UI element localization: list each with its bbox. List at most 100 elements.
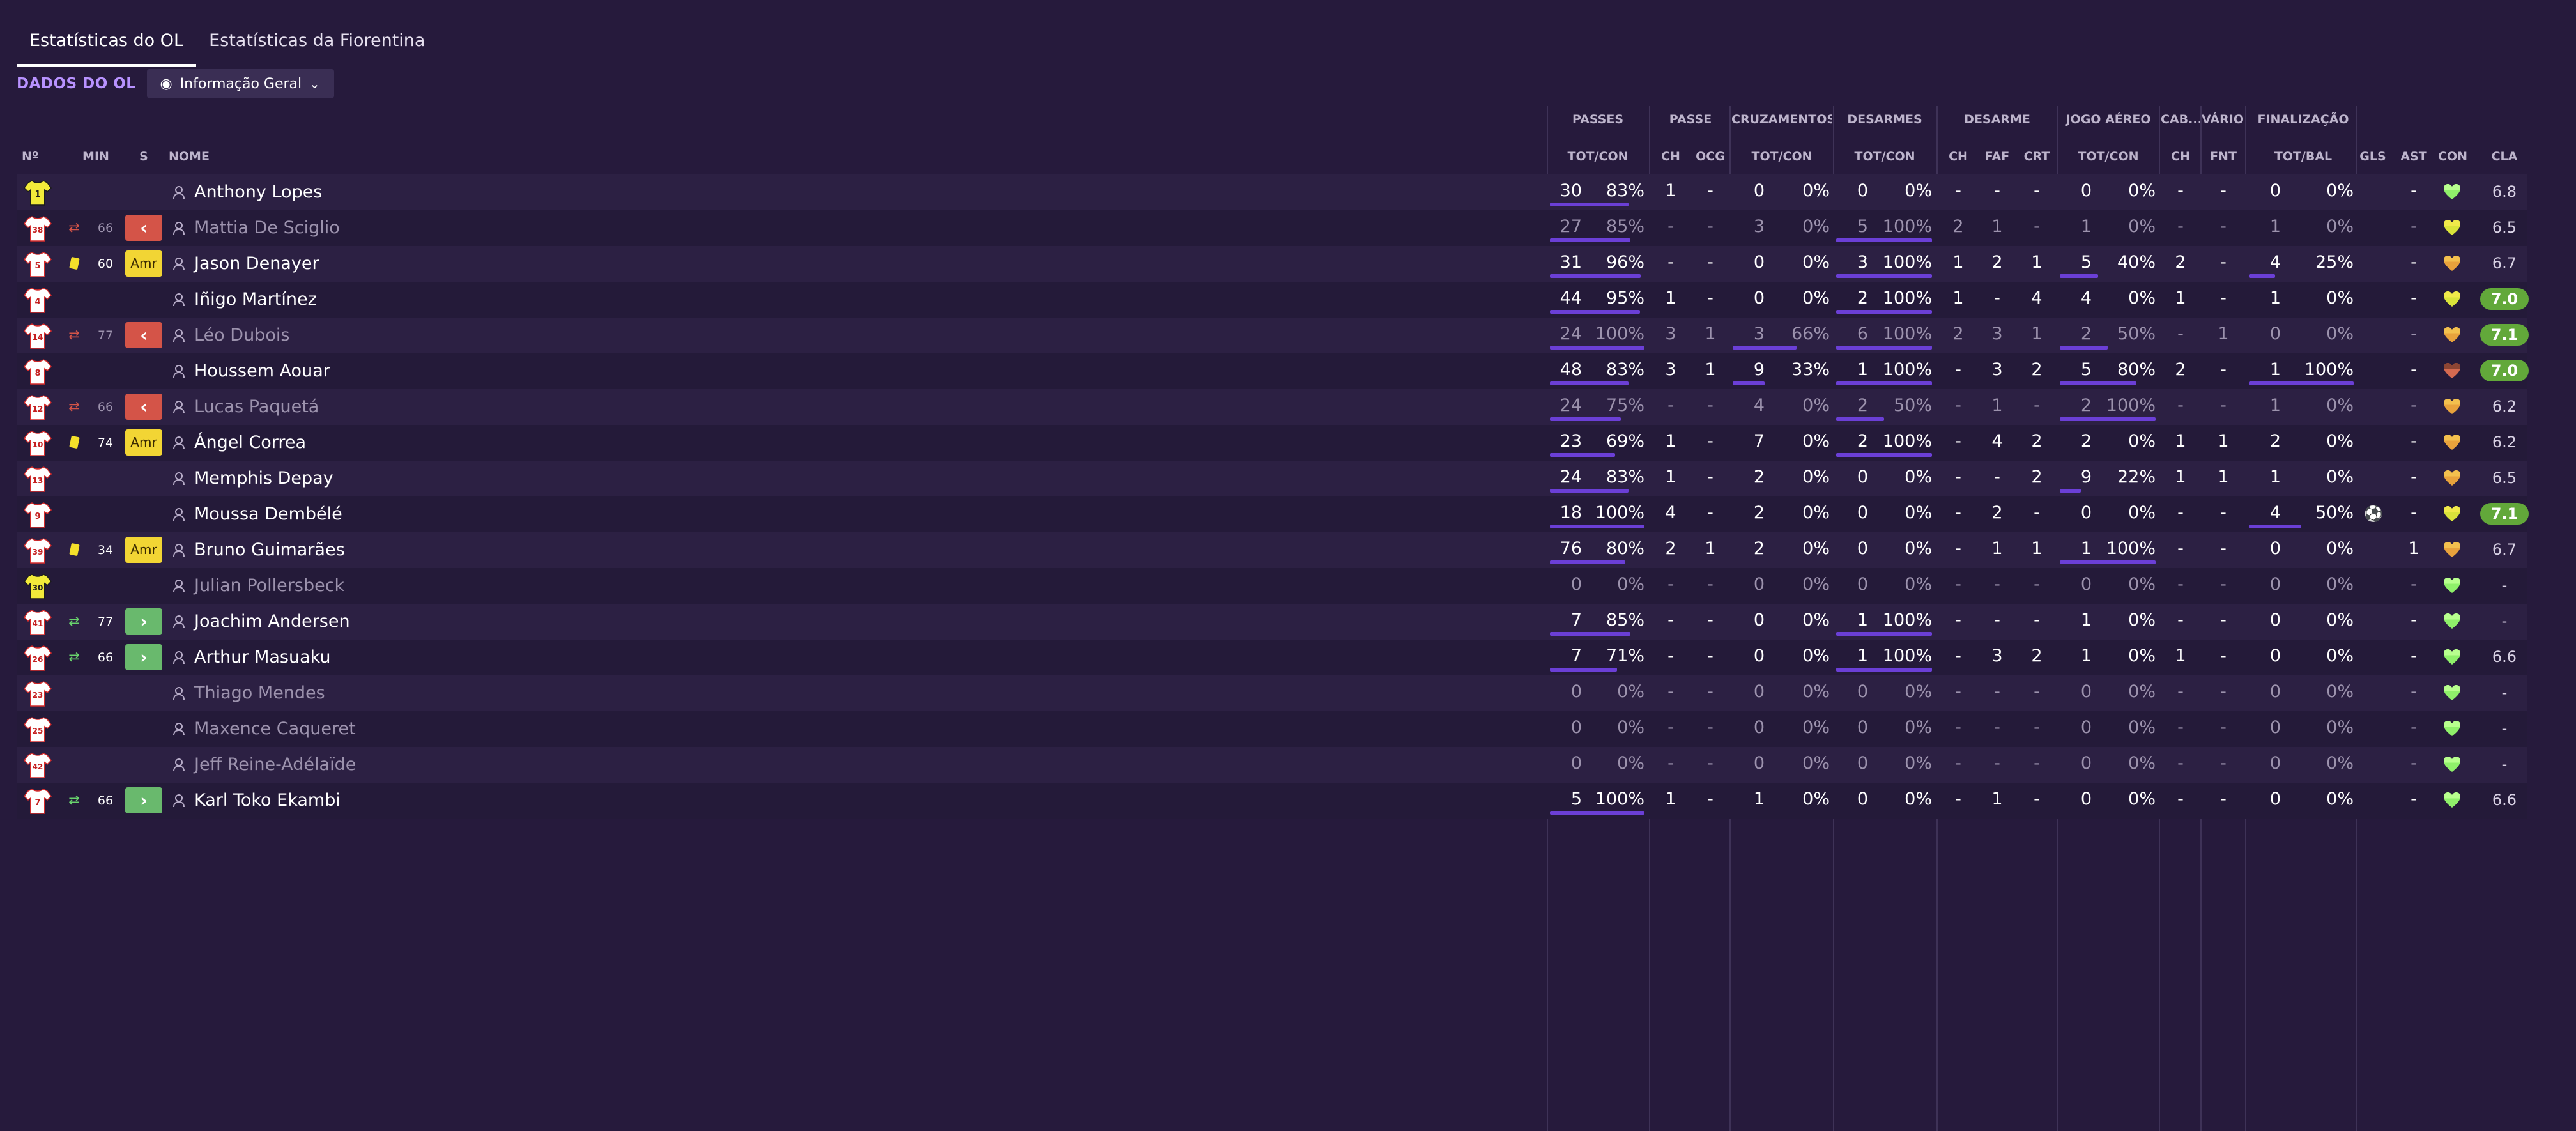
col-min[interactable]: MIN <box>82 150 109 164</box>
row-background <box>17 496 2527 532</box>
substituted-on-icon[interactable]: › <box>125 608 162 635</box>
table-row[interactable]: 8 Houssem Aouar 48 83% 9 33% 1 100% 5 80% 1 100% 3 1 -… <box>0 353 2576 389</box>
pass-ocg-value: - <box>1707 610 1713 630</box>
tackle-crt-value: - <box>2034 574 2040 594</box>
player-name[interactable]: Maxence Caqueret <box>194 719 356 739</box>
group-desarmes[interactable]: DESARMES <box>1847 112 1922 127</box>
player-name[interactable]: Memphis Depay <box>194 468 334 488</box>
table-row[interactable]: 30 Julian Pollersbeck 0 0% 0 0% 0 0% 0 0% 0 0% - - - - -… <box>0 568 2576 604</box>
crosses-percent: 0% <box>1802 467 1830 487</box>
group-cabeceamento[interactable]: CAB... <box>2161 112 2200 127</box>
tackle-faf-value: - <box>1994 288 2000 308</box>
passes-total: 31 <box>1560 252 1582 272</box>
player-name[interactable]: Lucas Paquetá <box>194 397 319 417</box>
tab-ol-stats[interactable]: Estatísticas do OL <box>17 18 197 67</box>
col-passe-ocg[interactable]: OCG <box>1696 150 1725 164</box>
view-dropdown[interactable]: ◉ Informação Geral ⌄ <box>147 69 334 98</box>
pass-ocg-value: 1 <box>1705 360 1716 380</box>
col-num[interactable]: Nº <box>22 150 39 164</box>
table-row[interactable]: 13 Memphis Depay 24 83% 2 0% 0 0% 9 22% 1 0% 1 - - - 2 1 1… <box>0 461 2576 496</box>
tackle-faf-value: 2 <box>1991 252 2003 272</box>
pass-ch-value: - <box>1667 646 1674 666</box>
group-desarme[interactable]: DESARME <box>1964 112 2030 127</box>
row-background <box>17 282 2527 318</box>
col-des-ch[interactable]: CH <box>1949 150 1968 164</box>
col-final-totbal[interactable]: TOT/BAL <box>2274 150 2333 164</box>
col-name[interactable]: NOME <box>169 150 210 164</box>
table-row[interactable]: 12 ⇄ 66 ‹ Lucas Paquetá 24 75% 4 0% 2 50% 2 100% 1 0% -… <box>0 389 2576 425</box>
table-row[interactable]: 26 ⇄ 66 › Arthur Masuaku 7 71% 0 0% 1 100% 1 0% 0 0% - -… <box>0 640 2576 675</box>
assists-value: - <box>2411 646 2417 666</box>
col-s[interactable]: S <box>139 150 148 164</box>
player-name[interactable]: Anthony Lopes <box>194 182 323 202</box>
group-passe[interactable]: PASSE <box>1669 112 1712 127</box>
passes-total: 0 <box>1570 682 1582 702</box>
group-finalizacao[interactable]: FINALIZAÇÃO <box>2257 112 2349 127</box>
player-name[interactable]: Thiago Mendes <box>194 683 325 703</box>
col-desarmes-totcon[interactable]: TOT/CON <box>1854 150 1915 164</box>
col-ast[interactable]: AST <box>2400 150 2427 164</box>
table-row[interactable]: 1 Anthony Lopes 30 83% 0 0% 0 0% 0 0% 0 0% 1 - - - - - - - 6… <box>0 174 2576 210</box>
player-name[interactable]: Mattia De Sciglio <box>194 218 340 238</box>
col-passes-totcon[interactable]: TOT/CON <box>1567 150 1629 164</box>
condition-heart-icon <box>2442 612 2462 631</box>
table-row[interactable]: 5 60 Amr Jason Denayer 31 96% 0 0% 3 100% 5 40% 4 25%… <box>0 246 2576 282</box>
header-ch-value: - <box>2177 396 2184 415</box>
tab-fiorentina-stats[interactable]: Estatísticas da Fiorentina <box>209 31 425 50</box>
col-aereo-totcon[interactable]: TOT/CON <box>2078 150 2139 164</box>
table-row[interactable]: 7 ⇄ 66 › Karl Toko Ekambi 5 100% 1 0% 0 0% 0 0% 0 0% 1 -… <box>0 783 2576 819</box>
table-row[interactable]: 14 ⇄ 77 ‹ Léo Dubois 24 100% 3 66% 6 100% 2 50% 0 0% 3 1… <box>0 318 2576 353</box>
tackle-crt-value: 4 <box>2031 288 2043 308</box>
substituted-on-icon[interactable]: › <box>125 644 162 670</box>
crosses-percent: 0% <box>1802 789 1830 809</box>
substituted-off-icon[interactable]: ‹ <box>125 322 162 348</box>
player-name[interactable]: Jason Denayer <box>194 254 319 273</box>
table-row[interactable]: 25 Maxence Caqueret 0 0% 0 0% 0 0% 0 0% 0 0% - - - - - - -… <box>0 711 2576 747</box>
group-passes[interactable]: PASSES <box>1572 112 1624 127</box>
rating-badge: - <box>2501 684 2508 702</box>
player-name[interactable]: Iñigo Martínez <box>194 289 317 309</box>
player-name[interactable]: Karl Toko Ekambi <box>194 790 341 810</box>
col-des-faf[interactable]: FAF <box>1984 150 2010 164</box>
col-con[interactable]: CON <box>2438 150 2467 164</box>
substituted-on-icon[interactable]: › <box>125 787 162 813</box>
header-ch-value: - <box>2177 324 2184 344</box>
player-name[interactable]: Ángel Correa <box>194 433 307 452</box>
player-name[interactable]: Joachim Andersen <box>194 612 350 631</box>
col-cla[interactable]: CLA <box>2491 150 2518 164</box>
table-row[interactable]: 42 Jeff Reine-Adélaïde 0 0% 0 0% 0 0% 0 0% 0 0% - - - -… <box>0 747 2576 783</box>
col-gls[interactable]: GLS <box>2359 150 2386 164</box>
player-name[interactable]: Houssem Aouar <box>194 361 330 381</box>
group-cruzamentos[interactable]: CRUZAMENTOS <box>1731 112 1832 127</box>
tackles-progress-bar <box>1836 274 1932 278</box>
group-jogo-aereo[interactable]: JOGO AÉREO <box>2066 112 2151 127</box>
player-name[interactable]: Julian Pollersbeck <box>194 576 345 596</box>
aerial-total: 0 <box>2080 181 2092 201</box>
player-name[interactable]: Léo Dubois <box>194 325 290 345</box>
person-icon <box>172 471 185 486</box>
table-row[interactable]: 4 Iñigo Martínez 44 95% 0 0% 2 100% 4 0% 1 0% 1 - 1 - 4 1… <box>0 282 2576 318</box>
table-row[interactable]: 10 74 Amr Ángel Correa 23 69% 7 0% 2 100% 2 0% 2 0% 1 -… <box>0 425 2576 461</box>
tackles-percent: 0% <box>1905 718 1932 737</box>
group-varios[interactable]: VÁRIOS <box>2202 112 2244 127</box>
passes-progress-bar <box>1550 274 1641 278</box>
player-name[interactable]: Arthur Masuaku <box>194 647 331 667</box>
table-row[interactable]: 9 Moussa Dembélé 18 100% 2 0% 0 0% 0 0% 4 50% 4 - - 2 - -… <box>0 496 2576 532</box>
table-row[interactable]: 23 Thiago Mendes 0 0% 0 0% 0 0% 0 0% 0 0% - - - - - - - - - <box>0 675 2576 711</box>
player-name[interactable]: Bruno Guimarães <box>194 540 345 560</box>
table-row[interactable]: 38 ⇄ 66 ‹ Mattia De Sciglio 27 85% 3 0% 5 100% 1 0% 1… <box>0 210 2576 246</box>
shirt-number-icon: 4 <box>23 285 52 314</box>
table-row[interactable]: 41 ⇄ 77 › Joachim Andersen 7 85% 0 0% 1 100% 1 0% 0 0%… <box>0 604 2576 640</box>
col-cruz-totcon[interactable]: TOT/CON <box>1751 150 1813 164</box>
player-name[interactable]: Jeff Reine-Adélaïde <box>194 755 356 774</box>
substituted-off-icon[interactable]: ‹ <box>125 215 162 241</box>
col-varios-fnt[interactable]: FNT <box>2210 150 2237 164</box>
aerial-total: 5 <box>2080 360 2092 380</box>
player-name[interactable]: Moussa Dembélé <box>194 504 342 524</box>
goals-value <box>2359 389 2387 422</box>
substituted-off-icon[interactable]: ‹ <box>125 394 162 420</box>
col-des-crt[interactable]: CRT <box>2023 150 2050 164</box>
col-cab-ch[interactable]: CH <box>2171 150 2190 164</box>
col-passe-ch[interactable]: CH <box>1661 150 1680 164</box>
table-row[interactable]: 39 34 Amr Bruno Guimarães 76 80% 2 0% 0 0% 1 100% 0 0… <box>0 532 2576 568</box>
